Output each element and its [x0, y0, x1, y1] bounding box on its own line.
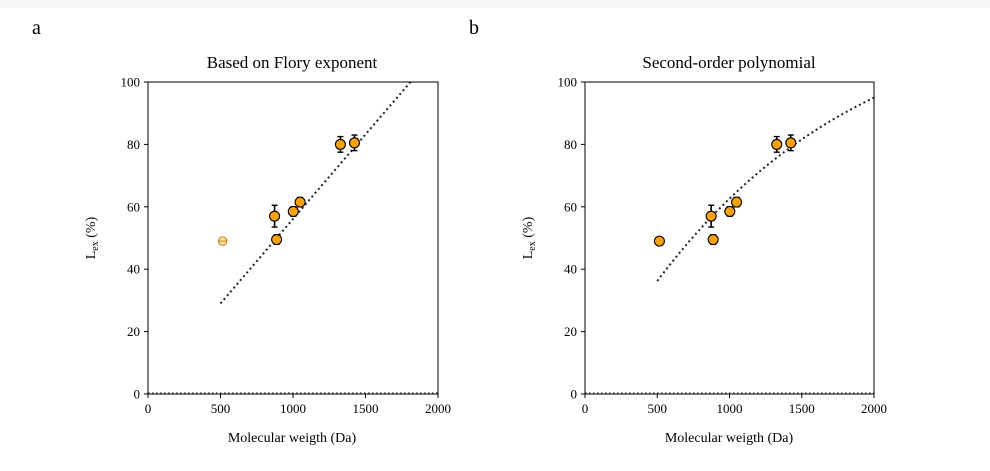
panel-b-data-point	[724, 205, 736, 218]
panel-b-data-point	[707, 234, 719, 246]
panel-b-data-point	[785, 137, 797, 149]
panel-b-xtick-label: 2000	[861, 401, 887, 416]
panel-a-data-point	[287, 205, 299, 218]
panel-a-data-point	[269, 210, 281, 222]
panel-b-ylabel-main: L	[521, 251, 536, 260]
panel-a-ytick-label: 60	[127, 199, 140, 214]
panel-a-ytick-label: 100	[121, 75, 141, 90]
panel-a-ylabel-suffix: (%)	[84, 216, 99, 237]
panel-b-title: Second-order polynomial	[642, 53, 816, 72]
panel-b-ytick-label: 40	[564, 262, 577, 277]
panel-a-ytick-label: 80	[127, 137, 140, 152]
top-strip	[0, 0, 990, 8]
panel-a-fit-line	[219, 82, 412, 305]
panel-b-ytick-label: 100	[558, 75, 578, 90]
panel-b-xtick-label: 500	[648, 401, 668, 416]
panel-a-data-point	[294, 196, 306, 208]
panel-a-title: Based on Flory exponent	[207, 53, 378, 72]
panel-a-ytick-label: 20	[127, 324, 140, 339]
panel-b-data-point	[653, 235, 665, 247]
panel-b-ylabel-suffix: (%)	[521, 216, 536, 237]
panel-a-data-point	[348, 137, 361, 149]
panel-a-ytick-label: 40	[127, 262, 140, 277]
panel-a-ylabel: Lex (%)	[84, 216, 101, 259]
panel-b-data-point	[771, 138, 783, 150]
panel-b-axes-frame	[584, 81, 875, 395]
panel-a-xlabel: Molecular weigth (Da)	[228, 431, 357, 446]
panel-b-data-point	[705, 210, 717, 222]
panel-b-xtick-label: 1500	[789, 401, 815, 416]
panel-b-fit-line	[656, 96, 874, 282]
panel-a-axes-frame	[147, 81, 439, 395]
panel-b-label: b	[469, 17, 479, 39]
panel-a-xtick-label: 0	[145, 401, 152, 416]
panel-a-ylabel-sub: ex	[90, 241, 101, 250]
panel-b-ytick-label: 80	[564, 137, 577, 152]
panel-b-xtick-label: 0	[582, 401, 589, 416]
panel-a-label: a	[32, 17, 41, 39]
panel-a-ytick-label: 0	[134, 387, 141, 402]
panel-a-xtick-label: 1000	[280, 401, 306, 416]
panel-a-xtick-label: 2000	[425, 401, 451, 416]
panel-a-plot: 0 500 1000 1500 2000 0 20 40 60 80 100	[121, 75, 452, 417]
panel-b-ylabel: Lex (%)	[521, 216, 538, 259]
panel-b-ytick-label: 20	[564, 324, 577, 339]
panel-b-data-point	[731, 196, 743, 208]
panel-b-ytick-label: 0	[571, 387, 578, 402]
panel-b-ylabel-sub: ex	[527, 241, 538, 250]
panel-a-data-point	[271, 234, 283, 246]
panel-a-data-point	[334, 138, 346, 150]
panel-a-ylabel-main: L	[84, 251, 99, 260]
panel-a-xtick-label: 500	[211, 401, 231, 416]
panel-b-xlabel: Molecular weigth (Da)	[665, 431, 794, 446]
panel-b-ytick-label: 60	[564, 199, 577, 214]
panel-b-plot: 0 500 1000 1500 2000 0 20 40 60 80 100	[558, 75, 888, 417]
panel-a-xtick-label: 1500	[353, 401, 379, 416]
panel-b-xtick-label: 1000	[717, 401, 743, 416]
